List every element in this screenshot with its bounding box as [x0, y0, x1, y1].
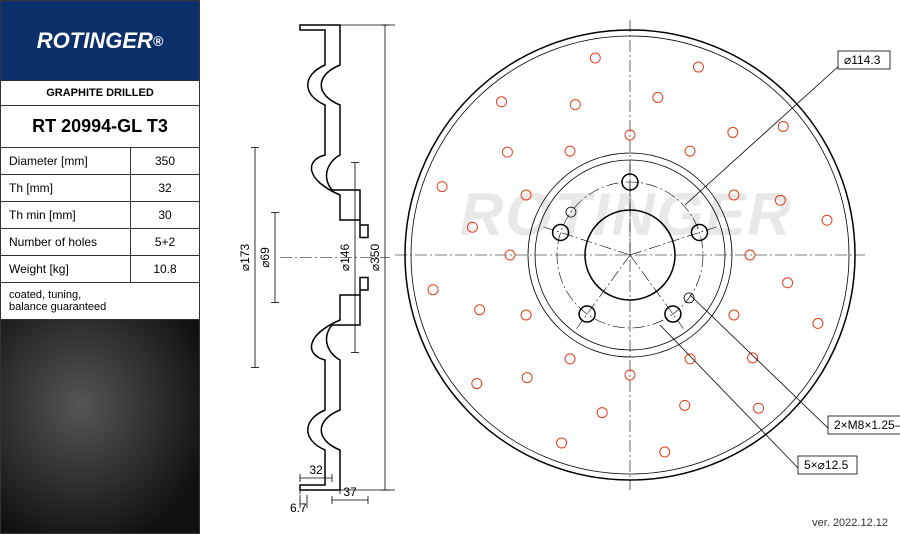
svg-text:⌀114.3: ⌀114.3	[844, 53, 881, 67]
spec-row: Th min [mm]30	[1, 202, 199, 229]
spec-row: Th [mm]32	[1, 175, 199, 202]
spec-value: 30	[131, 202, 199, 228]
spec-row: Number of holes5+2	[1, 229, 199, 256]
note: coated, tuning, balance guaranteed	[1, 283, 199, 320]
svg-text:32: 32	[309, 463, 323, 477]
spec-value: 5+2	[131, 229, 199, 255]
brand-logo: ROTINGER®	[1, 1, 199, 81]
product-photo	[1, 320, 199, 533]
spec-label: Weight [kg]	[1, 256, 131, 282]
svg-text:6.7: 6.7	[290, 501, 307, 515]
brand-text: ROTINGER	[37, 28, 153, 54]
svg-text:⌀173: ⌀173	[238, 244, 252, 272]
subtitle: GRAPHITE DRILLED	[1, 81, 199, 106]
spec-value: 10.8	[131, 256, 199, 282]
svg-text:⌀350: ⌀350	[368, 244, 382, 272]
svg-text:⌀69: ⌀69	[258, 247, 272, 268]
svg-text:2×M8×1.25–6H: 2×M8×1.25–6H	[834, 418, 900, 432]
spec-label: Th [mm]	[1, 175, 131, 201]
spec-panel: ROTINGER® GRAPHITE DRILLED RT 20994-GL T…	[0, 0, 200, 534]
spec-value: 32	[131, 175, 199, 201]
drawing-svg: ⌀173 ⌀69 ⌀146 ⌀350 32 37 6.7 ⌀114.3 2×M8×1.25–6H…	[200, 0, 900, 534]
spec-label: Number of holes	[1, 229, 131, 255]
spec-label: Th min [mm]	[1, 202, 131, 228]
svg-text:5×⌀12.5: 5×⌀12.5	[804, 458, 849, 472]
spec-value: 350	[131, 148, 199, 174]
svg-text:37: 37	[343, 485, 357, 499]
svg-text:⌀146: ⌀146	[338, 244, 352, 272]
spec-row: Diameter [mm]350	[1, 148, 199, 175]
spec-label: Diameter [mm]	[1, 148, 131, 174]
part-number: RT 20994-GL T3	[1, 106, 199, 148]
technical-drawing: ROTINGER ⌀173⌀69⌀146⌀35032376.7⌀114.32×M…	[200, 0, 900, 534]
spec-row: Weight [kg]10.8	[1, 256, 199, 283]
